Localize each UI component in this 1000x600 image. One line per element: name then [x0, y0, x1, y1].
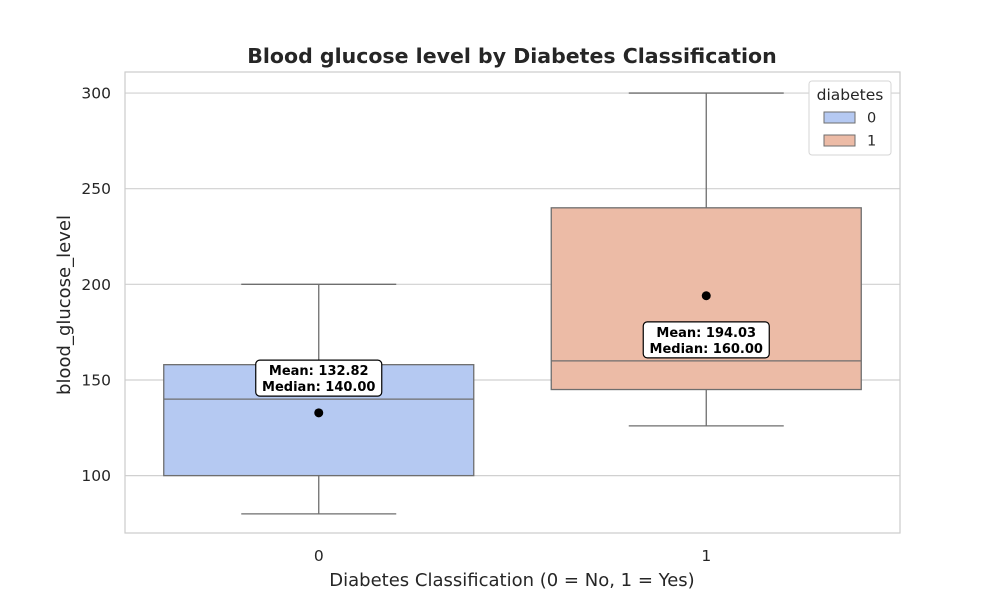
y-tick-label: 150 [81, 371, 111, 389]
annotation-mean-text: Mean: 194.03 [656, 326, 756, 341]
y-tick-label: 200 [81, 276, 111, 294]
x-tick-label: 1 [701, 547, 711, 565]
y-axis-label: blood_glucose_level [54, 215, 75, 395]
annotation-mean-text: Mean: 132.82 [269, 364, 369, 379]
y-tick-label: 300 [81, 85, 111, 103]
y-axis-ticks: 100 150 200 250 300 [81, 85, 111, 486]
annotation-box [255, 359, 383, 397]
chart-title: Blood glucose level by Diabetes Classifi… [247, 44, 776, 68]
box-group [163, 92, 862, 515]
annotation-box [642, 321, 770, 359]
mean-marker [701, 291, 711, 301]
plot-frame [124, 71, 901, 534]
legend-swatch [823, 134, 856, 147]
mean-marker [314, 408, 324, 418]
legend-title: diabetes [817, 86, 884, 104]
legend-label: 1 [867, 134, 876, 150]
annotation-median-text: Median: 140.00 [262, 380, 375, 395]
x-tick-label: 0 [314, 547, 324, 565]
y-tick-label: 250 [81, 180, 111, 198]
legend: diabetes 01 [808, 80, 892, 156]
y-tick-label: 100 [81, 467, 111, 485]
legend-label: 0 [867, 111, 876, 127]
annotation-median-text: Median: 160.00 [650, 342, 763, 357]
legend-swatch [823, 111, 856, 124]
x-axis-label: Diabetes Classification (0 = No, 1 = Yes… [329, 570, 694, 591]
legend-entries: 01 [823, 111, 876, 150]
